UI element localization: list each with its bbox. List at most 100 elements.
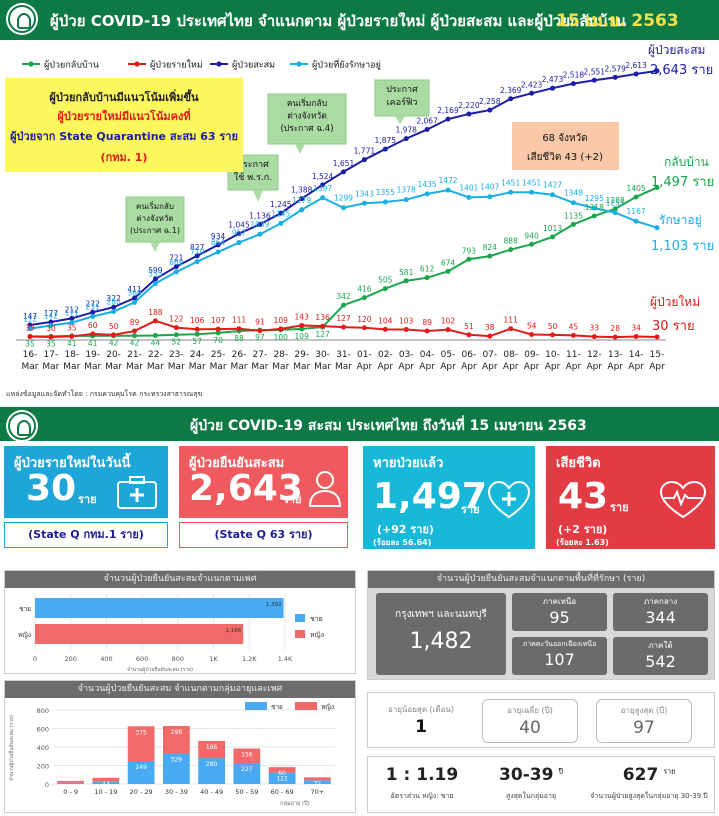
- x-tick-label: 1K: [209, 655, 218, 663]
- data-label: 888: [504, 237, 519, 246]
- age-min-value: 1: [415, 717, 427, 737]
- age-bar-male: [268, 772, 296, 784]
- data-point: [194, 331, 200, 337]
- data-label: 2,579: [604, 64, 626, 73]
- data-point: [90, 313, 96, 319]
- legend-label: ชาย: [271, 703, 283, 711]
- data-point: [257, 328, 263, 334]
- legend-swatch-dot: [134, 61, 140, 67]
- x-tick-label-bottom: Mar: [126, 362, 143, 372]
- data-point: [215, 249, 221, 255]
- data-point: [132, 333, 137, 339]
- new-cases-box: ผู้ป่วยรายใหม่ในวันนี้ 30 ราย: [4, 446, 168, 518]
- data-label: 1343: [355, 189, 374, 198]
- female-value-label: 20: [67, 784, 75, 791]
- data-label: 231: [86, 302, 101, 311]
- x-tick-label-top: 02-: [378, 350, 393, 360]
- data-label: 100: [274, 333, 289, 342]
- data-point: [341, 324, 346, 330]
- data-point: [194, 259, 200, 265]
- data-point: [550, 332, 555, 338]
- data-point: [654, 225, 660, 231]
- category-label: 70+: [311, 788, 325, 796]
- data-point: [320, 195, 326, 201]
- data-label: 505: [378, 276, 393, 285]
- x-tick-label-top: 29-: [294, 350, 309, 360]
- x-tick-label-bottom: Mar: [251, 362, 268, 372]
- data-point: [152, 276, 158, 282]
- data-label: 1,651: [333, 159, 355, 168]
- age-bar-female: [198, 740, 226, 759]
- callout-text: (ประกาศ ฉ.1): [130, 226, 180, 235]
- data-label: 1397: [313, 184, 332, 193]
- peak-age-label: สูงสุดในกลุ่มอายุ: [505, 792, 557, 800]
- data-label: 104: [378, 316, 393, 325]
- x-tick-label-bottom: Apr: [378, 362, 394, 372]
- data-point: [633, 71, 639, 77]
- peak-age-stat: 30-39 ปี สูงสุดในกลุ่มอายุ: [476, 765, 586, 802]
- age-bar-female: [233, 748, 261, 764]
- x-tick-label-top: 30-: [315, 350, 330, 360]
- data-point: [382, 199, 388, 205]
- data-point: [487, 194, 493, 200]
- data-label: 1251: [606, 199, 625, 208]
- data-label: 33: [25, 324, 35, 333]
- data-point: [654, 334, 660, 340]
- data-label: 2,220: [458, 101, 480, 110]
- data-point: [27, 334, 33, 340]
- region-northeast-value: 107: [544, 650, 575, 669]
- age-bar-female: [127, 726, 155, 761]
- data-point: [424, 127, 430, 133]
- data-point: [633, 218, 639, 224]
- age-bar-female: [162, 726, 190, 754]
- data-point: [152, 333, 158, 339]
- data-point: [508, 247, 514, 253]
- data-label: 1435: [418, 180, 437, 189]
- data-label: 342: [336, 292, 351, 301]
- data-label: 864: [211, 238, 226, 247]
- x-tick-label-bottom: Apr: [607, 362, 623, 372]
- data-point: [591, 213, 597, 219]
- source-text: แหล่งข้อมูลและจัดทำโดย : กรมควบคุมโรค กร…: [6, 390, 203, 398]
- cumulative-cases-unit: ราย: [283, 493, 302, 506]
- age-mean: อายุเฉลี่ย (ปี) 40: [482, 699, 578, 743]
- data-label: 1378: [397, 186, 416, 195]
- data-label: 35: [46, 339, 56, 348]
- data-label: 91: [255, 318, 265, 327]
- data-point: [132, 299, 137, 305]
- cumulative-cases-sub-text: (State Q 63 ราย): [214, 528, 313, 541]
- x-tick-label-top: 13-: [608, 350, 623, 360]
- x-tick-label-top: 12-: [587, 350, 602, 360]
- x-tick-label-bottom: Apr: [628, 362, 644, 372]
- data-label: 50: [548, 322, 558, 331]
- data-point: [654, 185, 660, 191]
- data-label: 2,423: [521, 80, 543, 89]
- legend-label: หญิง: [321, 703, 334, 711]
- x-tick-label-bottom: Apr: [524, 362, 540, 372]
- data-label: 1,388: [291, 186, 313, 195]
- deaths-label: เสียชีวิต: [556, 456, 601, 471]
- x-tick-label: 1.4K: [278, 655, 293, 663]
- data-label: 89: [422, 318, 432, 327]
- data-point: [445, 268, 451, 274]
- data-label: 1348: [564, 189, 583, 198]
- data-point: [173, 269, 179, 275]
- male-value-label: 280: [206, 761, 218, 768]
- data-point: [403, 327, 409, 333]
- data-point: [111, 308, 117, 314]
- data-label: 89: [130, 318, 140, 327]
- data-point: [69, 333, 75, 339]
- data-point: [361, 200, 367, 206]
- data-label: 112: [23, 315, 38, 324]
- data-point: [257, 221, 263, 227]
- end-label-rec-value: 1,497 ราย: [651, 175, 714, 190]
- region-bkk: กรุงเทพฯ และนนทบุรี 1,482: [376, 593, 506, 675]
- peak-count-label: จำนวนผู้ป่วยสูงสุดในกลุ่มอายุ 30-39 ปี: [590, 792, 708, 800]
- data-label: 51: [464, 322, 474, 331]
- data-point: [424, 275, 430, 281]
- x-tick-label-top: 27-: [253, 350, 268, 360]
- legend-swatch: [295, 614, 305, 622]
- data-label: 827: [190, 243, 205, 252]
- data-label: 793: [462, 246, 477, 255]
